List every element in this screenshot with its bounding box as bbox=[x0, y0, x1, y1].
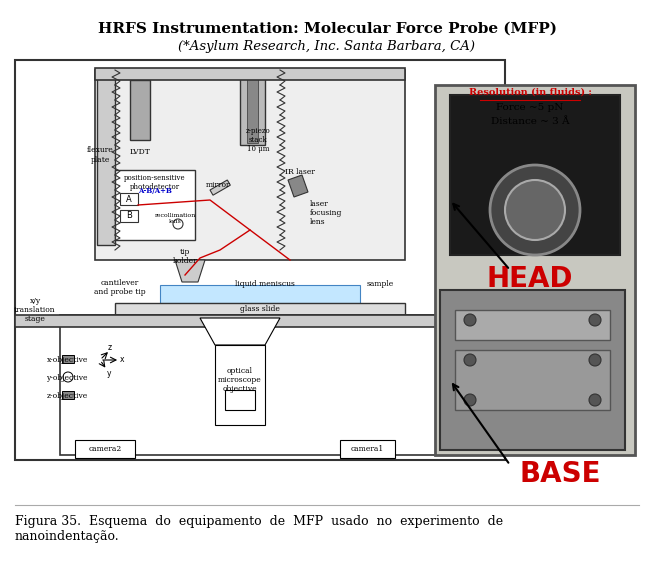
Bar bbox=[240, 75, 265, 145]
Bar bbox=[115, 303, 405, 315]
Bar bbox=[75, 440, 135, 458]
Text: glass slide: glass slide bbox=[240, 305, 280, 313]
Text: camera1: camera1 bbox=[351, 445, 384, 453]
Bar bbox=[95, 70, 405, 260]
Text: HEAD: HEAD bbox=[487, 265, 574, 293]
Bar bbox=[247, 78, 258, 143]
Text: Distance ~ 3 Å: Distance ~ 3 Å bbox=[490, 117, 570, 126]
Bar bbox=[15, 315, 505, 327]
Bar bbox=[435, 85, 635, 455]
Text: IR laser: IR laser bbox=[285, 168, 315, 176]
Text: x/y
translation
stage: x/y translation stage bbox=[14, 297, 56, 323]
Circle shape bbox=[173, 219, 183, 229]
Text: Force ~5 pN: Force ~5 pN bbox=[496, 103, 564, 112]
Bar bbox=[97, 75, 115, 245]
Text: z-piezo
stack
10 μm: z-piezo stack 10 μm bbox=[246, 127, 270, 153]
Bar bbox=[120, 193, 138, 205]
Bar bbox=[440, 290, 625, 450]
Bar bbox=[450, 95, 620, 255]
Text: A-B/A+B: A-B/A+B bbox=[138, 187, 172, 195]
Bar bbox=[210, 180, 230, 195]
Bar bbox=[160, 285, 360, 303]
Bar bbox=[95, 68, 405, 80]
Circle shape bbox=[464, 394, 476, 406]
Text: y-objective: y-objective bbox=[46, 374, 88, 382]
Text: liquid meniscus: liquid meniscus bbox=[235, 280, 295, 288]
Bar bbox=[340, 440, 395, 458]
Text: x: x bbox=[120, 356, 124, 364]
Circle shape bbox=[589, 314, 601, 326]
Text: y: y bbox=[107, 368, 111, 378]
Circle shape bbox=[589, 354, 601, 366]
Text: (*Asylum Research, Inc. Santa Barbara, CA): (*Asylum Research, Inc. Santa Barbara, C… bbox=[179, 40, 475, 53]
Text: HRFS Instrumentation: Molecular Force Probe (MFP): HRFS Instrumentation: Molecular Force Pr… bbox=[97, 22, 557, 36]
Bar bbox=[62, 391, 74, 399]
Text: mirror: mirror bbox=[206, 181, 230, 189]
Text: Resolution (in fluids) :: Resolution (in fluids) : bbox=[468, 88, 591, 97]
Polygon shape bbox=[288, 175, 308, 197]
Text: Figura 35.  Esquema  do  equipamento  de  MFP  usado  no  experimento  de
nanoin: Figura 35. Esquema do equipamento de MFP… bbox=[15, 515, 503, 543]
Text: flexure
plate: flexure plate bbox=[86, 146, 113, 164]
Text: position-sensitive
photodetector: position-sensitive photodetector bbox=[124, 174, 186, 191]
Bar bbox=[455, 310, 610, 340]
Bar bbox=[115, 170, 195, 240]
Text: laser
focusing
lens: laser focusing lens bbox=[310, 200, 343, 227]
Text: LVDT: LVDT bbox=[129, 148, 150, 156]
Text: camera2: camera2 bbox=[88, 445, 122, 453]
Text: B: B bbox=[126, 212, 132, 220]
Circle shape bbox=[505, 180, 565, 240]
Text: sample: sample bbox=[366, 280, 394, 288]
Polygon shape bbox=[200, 318, 280, 345]
Circle shape bbox=[63, 372, 73, 382]
Text: cantilever
and probe tip: cantilever and probe tip bbox=[94, 279, 146, 296]
Bar bbox=[60, 315, 440, 455]
Bar bbox=[455, 350, 610, 410]
Text: x-objective: x-objective bbox=[46, 356, 88, 364]
Circle shape bbox=[464, 354, 476, 366]
Text: z: z bbox=[108, 343, 112, 352]
Text: BASE: BASE bbox=[519, 460, 601, 488]
Circle shape bbox=[464, 314, 476, 326]
Bar bbox=[15, 60, 505, 460]
Bar bbox=[120, 210, 138, 222]
Polygon shape bbox=[175, 260, 205, 282]
Bar bbox=[215, 345, 265, 425]
Bar bbox=[225, 390, 255, 410]
Text: z-objective: z-objective bbox=[46, 392, 88, 400]
Bar bbox=[130, 80, 150, 140]
Bar bbox=[62, 355, 74, 363]
Circle shape bbox=[490, 165, 580, 255]
Circle shape bbox=[589, 394, 601, 406]
Text: recollimation
lens: recollimation lens bbox=[154, 213, 196, 224]
Text: tip
holder: tip holder bbox=[173, 248, 198, 265]
Text: optical
microscope
objective: optical microscope objective bbox=[218, 367, 262, 393]
Text: A: A bbox=[126, 194, 132, 204]
